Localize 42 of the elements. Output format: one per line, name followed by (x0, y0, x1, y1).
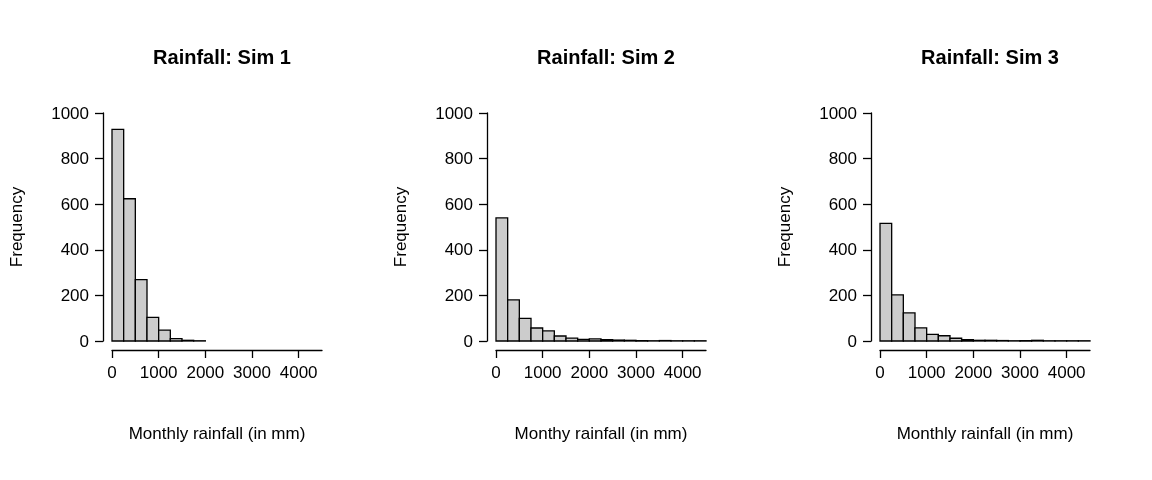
y-axis-title: Frequency (7, 186, 26, 268)
y-tick-label: 800 (444, 149, 473, 169)
y-tick-label: 0 (463, 331, 473, 351)
y-tick-label: 400 (444, 240, 473, 260)
y-tick-label: 200 (828, 285, 857, 305)
x-tick-label: 1000 (907, 363, 946, 382)
y-tick-label: 200 (444, 285, 473, 305)
y-tick-label: 600 (444, 194, 473, 214)
x-axis-title: Monthy rainfall (in mm) (514, 424, 688, 443)
y-tick-label: 800 (60, 149, 89, 169)
y-tick-label: 0 (79, 331, 89, 351)
y-tick-label: 400 (828, 240, 857, 260)
x-tick-label: 4000 (279, 363, 318, 382)
y-axis-title: Frequency (391, 186, 410, 268)
y-tick-label: 1000 (51, 103, 89, 123)
y-tick-label: 600 (828, 194, 857, 214)
x-tick-label: 3000 (233, 363, 271, 382)
y-tick-label: 1000 (435, 103, 473, 123)
x-tick-label: 0 (107, 363, 117, 382)
x-tick-label: 3000 (617, 363, 655, 382)
x-axis-title: Monthly rainfall (in mm) (896, 424, 1074, 443)
chart-title: Rainfall: Sim 1 (153, 46, 291, 68)
chart-title: Rainfall: Sim 2 (537, 46, 675, 68)
y-axis-title: Frequency (775, 186, 794, 268)
y-tick-label: 400 (60, 240, 89, 260)
x-tick-label: 2000 (186, 363, 225, 382)
x-tick-label: 0 (875, 363, 885, 382)
y-tick-label: 0 (847, 331, 857, 351)
x-tick-label: 2000 (954, 363, 993, 382)
x-tick-label: 1000 (139, 363, 178, 382)
x-tick-label: 2000 (570, 363, 609, 382)
y-tick-label: 600 (60, 194, 89, 214)
x-tick-label: 1000 (523, 363, 562, 382)
x-axis-title: Monthly rainfall (in mm) (128, 424, 306, 443)
y-tick-label: 800 (828, 149, 857, 169)
chart-title: Rainfall: Sim 3 (921, 46, 1059, 68)
x-tick-label: 0 (491, 363, 501, 382)
y-tick-label: 200 (60, 285, 89, 305)
x-tick-label: 4000 (1047, 363, 1086, 382)
y-tick-label: 1000 (819, 103, 857, 123)
x-tick-label: 3000 (1001, 363, 1039, 382)
x-tick-label: 4000 (663, 363, 702, 382)
